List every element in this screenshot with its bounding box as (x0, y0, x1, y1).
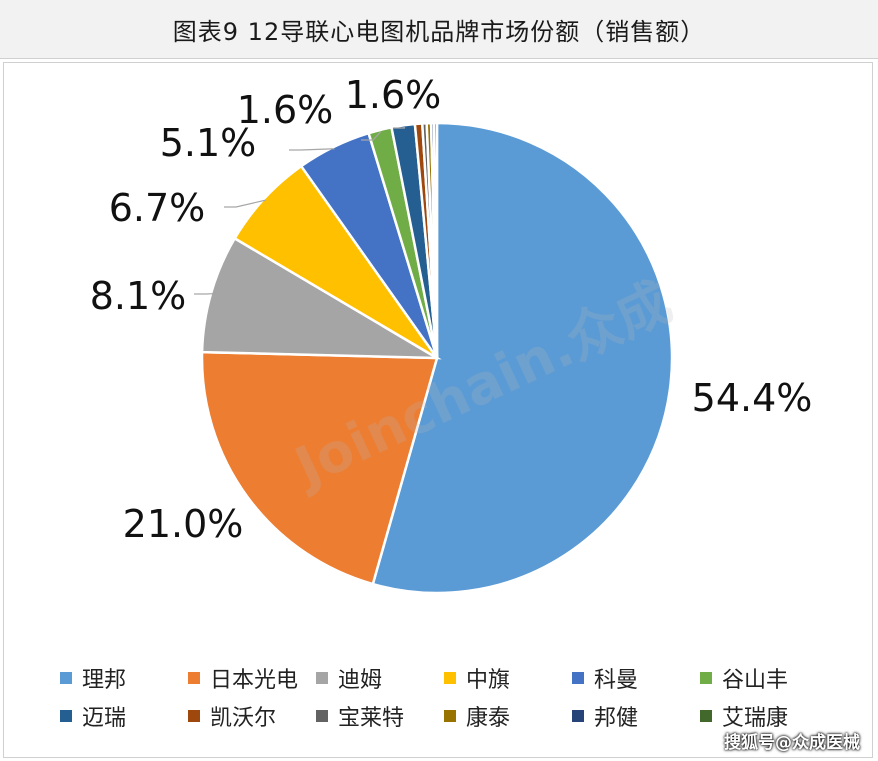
data-label-1: 54.4% (692, 376, 813, 420)
data-label-4: 6.7% (109, 186, 206, 230)
legend-item-8: 凯沃尔 (188, 702, 316, 731)
legend: 理邦 日本光电 迪姆 中旗 科曼 谷山丰迈瑞 凯沃尔 宝莱特 康泰 邦健 艾瑞康 (60, 664, 850, 731)
data-label-6: 1.6% (237, 88, 334, 132)
leader-line-7 (393, 126, 406, 129)
data-label-3: 8.1% (90, 274, 187, 318)
legend-item-7: 迈瑞 (60, 702, 188, 731)
leader-line-5 (289, 148, 335, 151)
legend-label: 康泰 (466, 706, 511, 731)
pie-slice-12 (432, 121, 439, 359)
legend-label: 迪姆 (338, 668, 383, 693)
legend-swatch (316, 710, 328, 722)
legend-label: 凯沃尔 (210, 706, 277, 731)
legend-item-11: 邦健 (572, 702, 700, 731)
legend-swatch (444, 710, 456, 722)
legend-label: 谷山丰 (722, 668, 789, 693)
legend-swatch (60, 672, 72, 684)
leader-line-6 (361, 131, 381, 141)
data-label-2: 21.0% (123, 502, 244, 546)
legend-item-9: 宝莱特 (316, 702, 444, 731)
legend-label: 中旗 (466, 668, 511, 693)
pie-slice-3 (200, 236, 442, 360)
source-tag: 搜狐号@众成医械 (724, 733, 860, 753)
legend-label: 邦健 (594, 706, 639, 731)
legend-label: 理邦 (82, 668, 127, 693)
legend-swatch (188, 710, 200, 722)
legend-item-6: 谷山丰 (700, 664, 828, 693)
pie-slice-1 (371, 121, 674, 595)
legend-item-5: 科曼 (572, 664, 700, 693)
chart-title-bar: 图表9 12导联心电图机品牌市场份额（销售额） (0, 0, 878, 59)
legend-swatch (700, 672, 712, 684)
legend-label: 科曼 (594, 668, 639, 693)
legend-item-12: 艾瑞康 (700, 702, 828, 731)
chart-title: 图表9 12导联心电图机品牌市场份额（销售额） (172, 17, 706, 46)
legend-item-2: 日本光电 (188, 664, 316, 693)
legend-item-1: 理邦 (60, 664, 188, 693)
legend-swatch (60, 710, 72, 722)
legend-item-10: 康泰 (444, 702, 572, 731)
legend-label: 日本光电 (210, 668, 299, 693)
legend-swatch (572, 672, 584, 684)
legend-swatch (316, 672, 328, 684)
legend-label: 宝莱特 (338, 706, 405, 731)
legend-swatch (444, 672, 456, 684)
legend-swatch (188, 672, 200, 684)
data-label-5: 5.1% (160, 121, 257, 165)
leader-line-4 (224, 199, 266, 208)
legend-swatch (700, 710, 712, 722)
pie-slice-2 (200, 350, 439, 586)
legend-label: 迈瑞 (82, 706, 127, 731)
data-label-7: 1.6% (345, 73, 442, 117)
legend-item-3: 迪姆 (316, 664, 444, 693)
legend-swatch (572, 710, 584, 722)
legend-item-4: 中旗 (444, 664, 572, 693)
legend-label: 艾瑞康 (722, 706, 789, 731)
